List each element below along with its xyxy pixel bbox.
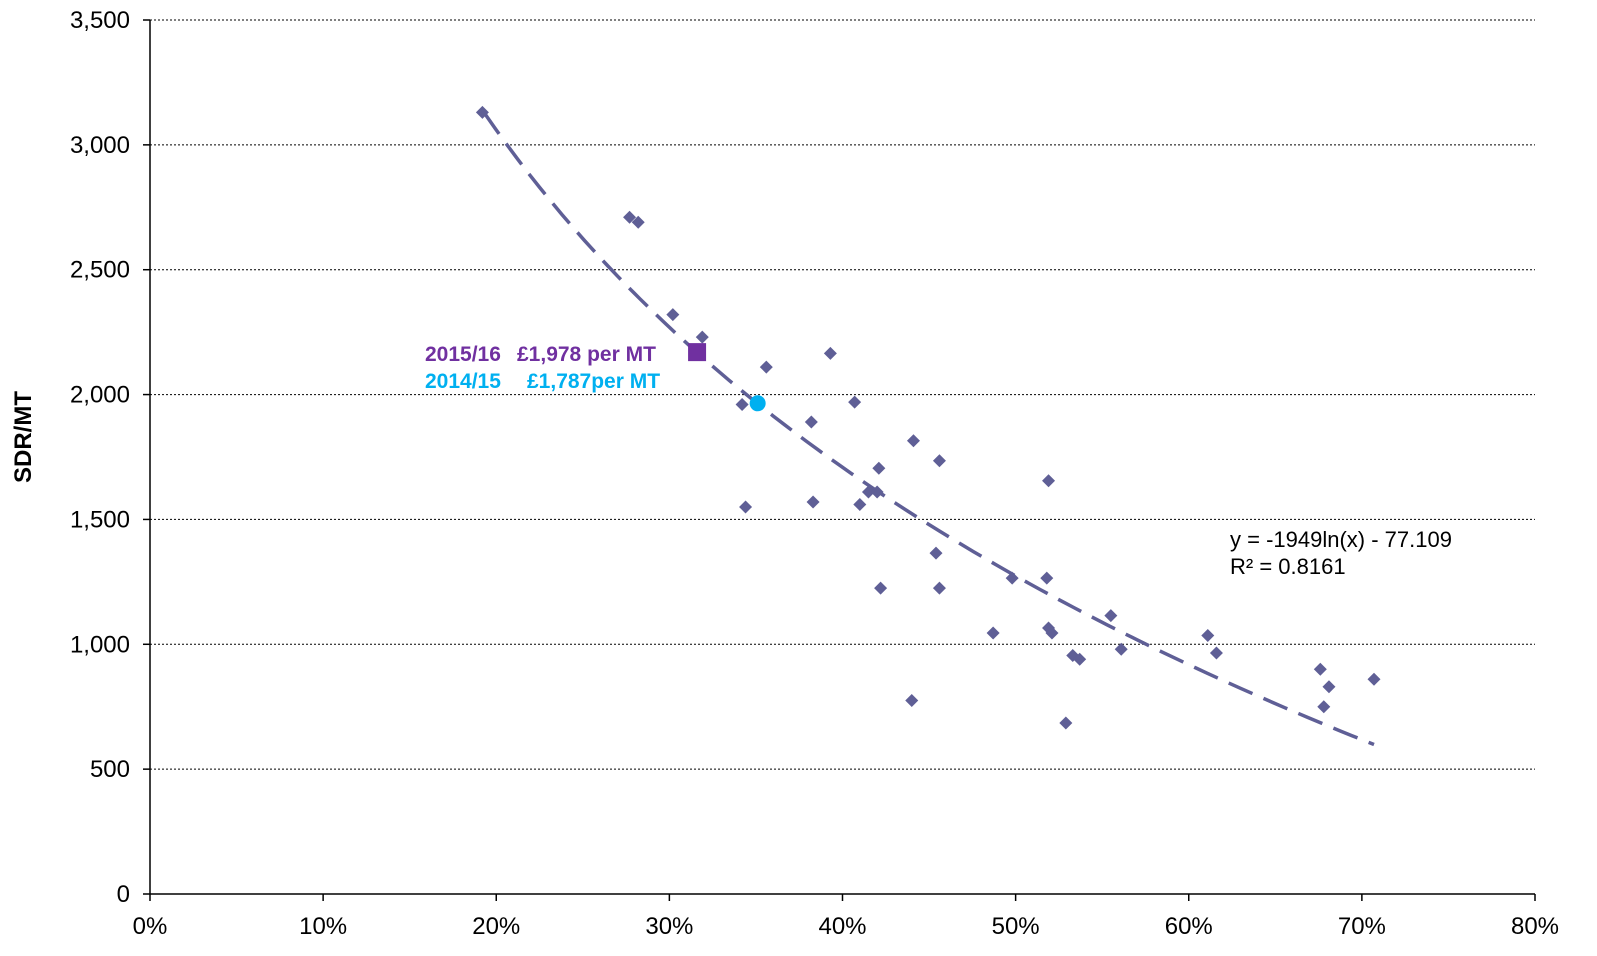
data-point — [905, 693, 919, 707]
gridlines — [150, 19, 1535, 770]
data-point — [631, 215, 645, 229]
highlight-year-2014-15: 2014/15 — [425, 370, 501, 393]
x-tick-label: 80% — [1511, 913, 1559, 940]
x-tick-label: 20% — [472, 913, 520, 940]
trendline-equation: y = -1949ln(x) - 77.109 — [1230, 527, 1452, 552]
x-tick-label: 0% — [133, 913, 168, 940]
y-tick-label: 1,000 — [70, 631, 130, 658]
y-tick-label: 500 — [90, 756, 130, 783]
trendline — [482, 111, 1375, 747]
highlight-point-2015-16 — [688, 343, 707, 362]
x-tick-label: 70% — [1338, 913, 1386, 940]
data-point — [475, 105, 489, 119]
y-tick-label: 1,500 — [70, 506, 130, 533]
highlight-year-2015-16: 2015/16 — [425, 343, 501, 366]
data-point — [804, 415, 818, 429]
y-tick-label: 2,000 — [70, 382, 130, 409]
data-point — [929, 546, 943, 560]
data-point — [1045, 626, 1059, 640]
x-tick-labels: 0% 10% 20% 30% 40% 50% 60% 70% 80% — [133, 894, 1559, 940]
highlight-value-2014-15: £1,787per MT — [527, 370, 660, 393]
highlight-points — [688, 343, 766, 412]
data-point — [1042, 474, 1056, 488]
data-point — [623, 210, 637, 224]
trendline-r-squared: R² = 0.8161 — [1230, 554, 1346, 579]
data-points — [475, 105, 1381, 730]
data-point — [1367, 672, 1381, 686]
data-point — [806, 495, 820, 509]
highlight-value-2015-16: £1,978 per MT — [517, 343, 656, 366]
data-point — [666, 308, 680, 322]
x-tick-label: 40% — [818, 913, 866, 940]
data-point — [848, 395, 862, 409]
data-point — [872, 461, 886, 475]
data-point — [759, 360, 773, 374]
data-point — [1005, 571, 1019, 585]
x-tick-label: 30% — [645, 913, 693, 940]
data-point — [986, 626, 1000, 640]
data-point — [932, 454, 946, 468]
data-point — [1114, 642, 1128, 656]
data-point — [1040, 571, 1054, 585]
data-point — [874, 581, 888, 595]
data-point — [1201, 629, 1215, 643]
data-point — [735, 398, 749, 412]
data-point — [1059, 716, 1073, 730]
data-point — [1317, 700, 1331, 714]
data-point — [870, 485, 884, 499]
data-point — [695, 330, 709, 344]
x-tick-label: 60% — [1165, 913, 1213, 940]
highlight-label-2014-15: 2014/15 £1,787per MT — [425, 370, 660, 393]
data-point — [1073, 652, 1087, 666]
y-axis-label: SDR/MT — [10, 391, 37, 483]
data-point — [861, 485, 875, 499]
y-tick-label: 0 — [117, 881, 130, 908]
highlight-point-2014-15 — [749, 395, 766, 412]
y-tick-label: 3,000 — [70, 132, 130, 159]
data-point — [853, 497, 867, 511]
highlight-label-2015-16: 2015/16 £1,978 per MT — [425, 343, 656, 366]
data-point — [739, 500, 753, 514]
data-point — [906, 434, 920, 448]
x-tick-label: 50% — [992, 913, 1040, 940]
y-tick-label: 2,500 — [70, 257, 130, 284]
data-point — [1104, 609, 1118, 623]
data-point — [1322, 680, 1336, 694]
data-point — [823, 346, 837, 360]
data-point — [1209, 646, 1223, 660]
data-point — [1313, 662, 1327, 676]
y-tick-label: 3,500 — [70, 7, 130, 34]
x-tick-label: 10% — [299, 913, 347, 940]
y-tick-labels: 0 500 1,000 1,500 2,000 2,500 3,000 3,500 — [70, 7, 150, 908]
data-point — [932, 581, 946, 595]
